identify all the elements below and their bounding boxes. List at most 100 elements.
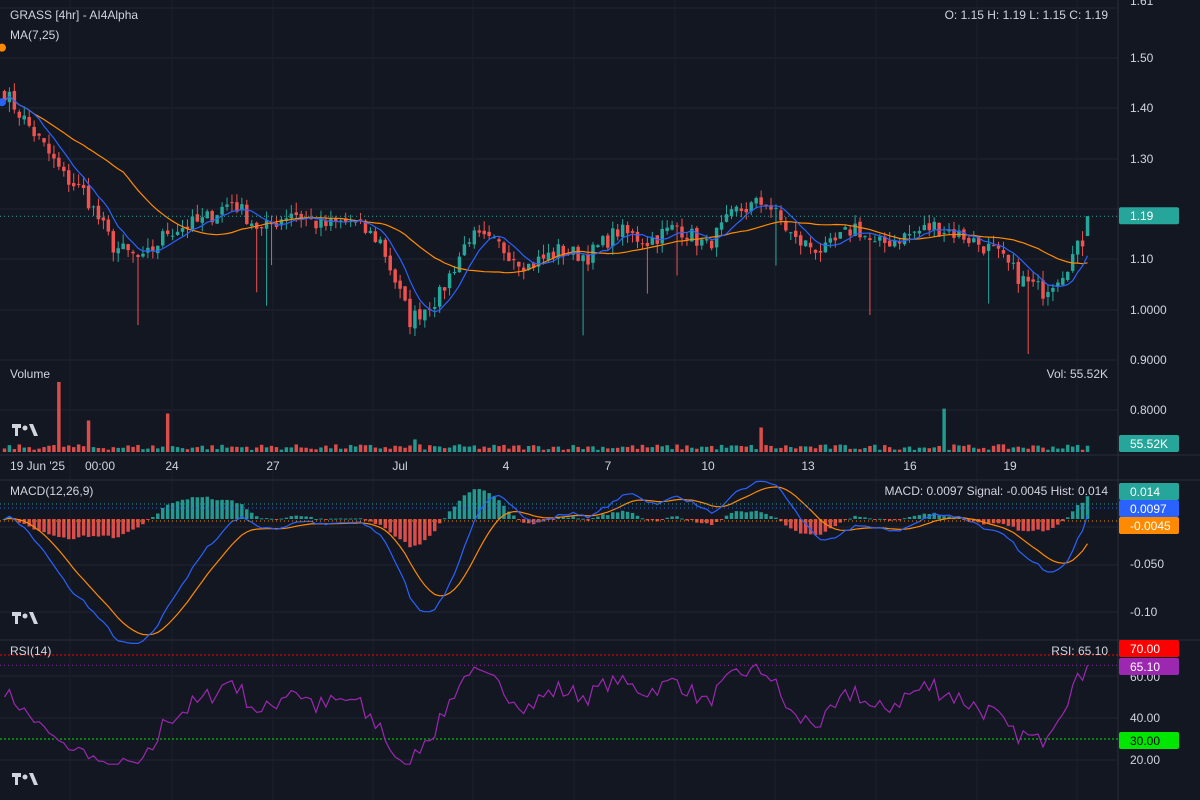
- candle-body[interactable]: [704, 239, 709, 241]
- candle-body[interactable]: [536, 256, 541, 267]
- candle-body[interactable]: [1026, 276, 1030, 282]
- volume-bar[interactable]: [477, 448, 481, 452]
- candle-body[interactable]: [373, 231, 378, 243]
- candle-body[interactable]: [81, 184, 86, 189]
- candle-body[interactable]: [447, 273, 452, 289]
- candle-body[interactable]: [932, 221, 936, 231]
- candle-body[interactable]: [324, 220, 328, 227]
- candle-body[interactable]: [329, 218, 333, 226]
- candle-body[interactable]: [230, 202, 234, 204]
- volume-bar[interactable]: [675, 444, 679, 452]
- candle-body[interactable]: [358, 219, 363, 221]
- volume-bar[interactable]: [37, 448, 41, 452]
- volume-bar[interactable]: [96, 447, 101, 452]
- volume-bar[interactable]: [1046, 449, 1050, 452]
- volume-bar[interactable]: [883, 445, 887, 452]
- time-axis[interactable]: 19 Jun '25 00:00 24 27 Jul 4 7 10 13 16 19: [10, 459, 1017, 473]
- volume-bar[interactable]: [52, 445, 56, 452]
- volume-bar[interactable]: [873, 444, 877, 452]
- candle-body[interactable]: [1031, 279, 1035, 282]
- candle-body[interactable]: [502, 242, 506, 254]
- candle-body[interactable]: [1046, 291, 1050, 298]
- volume-bar[interactable]: [522, 449, 526, 452]
- volume-bar[interactable]: [932, 447, 936, 452]
- volume-bar[interactable]: [467, 446, 472, 452]
- candle-body[interactable]: [794, 230, 798, 237]
- volume-bar[interactable]: [289, 447, 294, 452]
- volume-bar[interactable]: [220, 444, 224, 452]
- volume-bar[interactable]: [235, 446, 239, 452]
- volume-bar[interactable]: [789, 447, 793, 452]
- volume-bar[interactable]: [784, 445, 788, 452]
- volume-bar[interactable]: [917, 447, 922, 452]
- candle-body[interactable]: [111, 231, 116, 253]
- candle-body[interactable]: [700, 239, 704, 246]
- volume-bar[interactable]: [779, 447, 783, 452]
- volume-bar[interactable]: [823, 444, 828, 452]
- volume-bar[interactable]: [205, 449, 209, 452]
- volume-bar[interactable]: [556, 446, 561, 452]
- volume-bar[interactable]: [121, 447, 125, 452]
- volume-bar[interactable]: [294, 444, 298, 452]
- candle-body[interactable]: [522, 267, 526, 272]
- volume-bar[interactable]: [126, 445, 130, 452]
- candle-body[interactable]: [383, 239, 388, 257]
- volume-bar[interactable]: [1070, 446, 1075, 452]
- volume-pane[interactable]: [2, 382, 1090, 452]
- volume-bar[interactable]: [388, 448, 392, 452]
- volume-bar[interactable]: [981, 447, 986, 452]
- candle-body[interactable]: [47, 143, 51, 154]
- volume-bar[interactable]: [428, 445, 432, 452]
- candle-body[interactable]: [76, 183, 81, 185]
- volume-bar[interactable]: [180, 448, 185, 452]
- candle-body[interactable]: [437, 286, 442, 307]
- candle-body[interactable]: [190, 216, 195, 231]
- volume-bar[interactable]: [818, 444, 823, 452]
- volume-bar[interactable]: [685, 445, 689, 452]
- volume-bar[interactable]: [922, 447, 927, 452]
- volume-bar[interactable]: [853, 448, 857, 452]
- volume-bar[interactable]: [591, 446, 595, 452]
- candle-body[interactable]: [596, 245, 600, 248]
- volume-bar[interactable]: [650, 447, 655, 452]
- candle-body[interactable]: [126, 244, 130, 251]
- volume-bar[interactable]: [655, 444, 660, 452]
- candle-body[interactable]: [1041, 280, 1045, 299]
- candle-body[interactable]: [240, 204, 244, 211]
- volume-bar[interactable]: [383, 447, 388, 452]
- candle-body[interactable]: [1080, 240, 1085, 247]
- volume-bar[interactable]: [1021, 447, 1025, 452]
- volume-bar[interactable]: [808, 446, 813, 452]
- candle-body[interactable]: [413, 310, 417, 329]
- volume-bar[interactable]: [348, 444, 353, 452]
- candle-body[interactable]: [200, 217, 205, 223]
- candle-body[interactable]: [482, 230, 486, 235]
- candle-body[interactable]: [853, 223, 857, 236]
- volume-bar[interactable]: [175, 447, 180, 452]
- candle-body[interactable]: [976, 236, 981, 245]
- candle-body[interactable]: [250, 223, 254, 227]
- candle-body[interactable]: [927, 223, 932, 231]
- candle-body[interactable]: [606, 235, 610, 248]
- candle-body[interactable]: [205, 211, 209, 219]
- candle-body[interactable]: [507, 252, 511, 262]
- volume-bar[interactable]: [363, 445, 368, 452]
- candle-body[interactable]: [878, 236, 882, 241]
- candle-body[interactable]: [759, 197, 763, 205]
- candle-body[interactable]: [660, 228, 664, 244]
- candle-body[interactable]: [2, 91, 7, 101]
- volume-bar[interactable]: [319, 447, 323, 452]
- volume-bar[interactable]: [665, 445, 669, 452]
- volume-bar[interactable]: [245, 446, 249, 452]
- candle-body[interactable]: [883, 236, 887, 243]
- volume-bar[interactable]: [581, 449, 585, 452]
- candle-body[interactable]: [873, 241, 877, 243]
- candle-body[interactable]: [452, 271, 457, 274]
- candle-body[interactable]: [724, 214, 729, 222]
- volume-bar[interactable]: [536, 446, 541, 452]
- volume-bar[interactable]: [67, 445, 71, 452]
- volume-bar[interactable]: [596, 449, 600, 452]
- volume-bar[interactable]: [2, 448, 7, 452]
- volume-bar[interactable]: [531, 445, 536, 452]
- candle-body[interactable]: [744, 208, 749, 213]
